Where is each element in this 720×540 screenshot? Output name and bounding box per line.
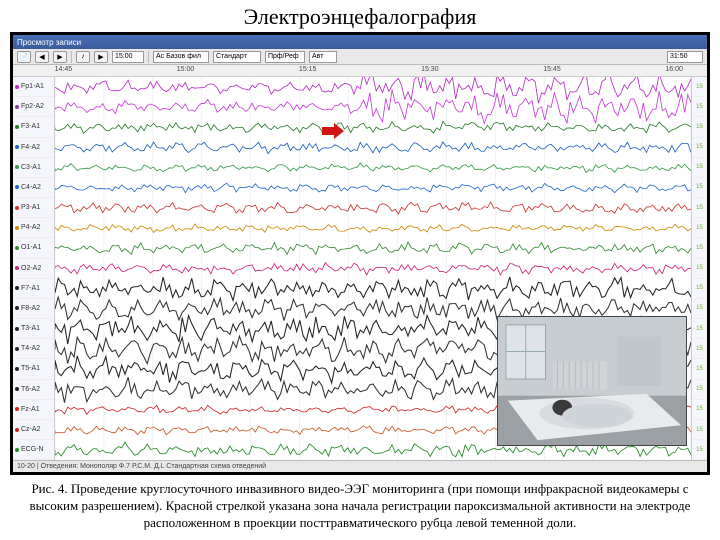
scale-value: 15 <box>692 400 707 420</box>
time-scroll-field[interactable]: 31:50 <box>667 51 703 63</box>
arrow-left-icon[interactable]: ◀ <box>35 51 49 63</box>
waveform-trace <box>55 163 691 173</box>
waveform-trace <box>55 77 691 103</box>
waveform-trace <box>55 224 691 232</box>
figure-caption: Рис. 4. Проведение круглосуточного инваз… <box>0 475 720 540</box>
scale-value: 15 <box>692 198 707 218</box>
ruler-tick: 15:30 <box>421 66 439 73</box>
channel-labels: Fp1-A1Fp2-A2F3-A1F4-A2C3-A1C4-A2P3-A1P4-… <box>13 77 55 460</box>
waveform-trace <box>55 90 691 124</box>
scale-value: 15 <box>692 218 707 238</box>
waveform-trace <box>55 142 691 154</box>
chart-area: Fp1-A1Fp2-A2F3-A1F4-A2C3-A1C4-A2P3-A1P4-… <box>13 77 707 460</box>
waveform-trace <box>55 263 691 275</box>
channel-label[interactable]: T6-A2 <box>13 380 54 400</box>
video-overlay[interactable] <box>497 316 687 446</box>
play-icon[interactable]: ▶ <box>94 51 108 63</box>
toolbar-separator <box>71 51 72 63</box>
waveform-trace <box>55 202 691 214</box>
ref-field[interactable]: Прф/Реф <box>265 51 305 63</box>
scale-value: 15 <box>692 117 707 137</box>
red-arrow-marker <box>322 123 344 139</box>
channel-label[interactable]: F7-A1 <box>13 279 54 299</box>
scale-value: 15 <box>692 77 707 97</box>
file-icon[interactable]: 📄 <box>17 51 31 63</box>
arrow-right-icon[interactable]: ▶ <box>53 51 67 63</box>
scale-value: 15 <box>692 420 707 440</box>
waveform-plot[interactable] <box>55 77 691 460</box>
channel-label[interactable]: Fz-A1 <box>13 400 54 420</box>
channel-label[interactable]: O2-A2 <box>13 259 54 279</box>
scale-value: 15 <box>692 359 707 379</box>
channel-label[interactable]: P4-A2 <box>13 218 54 238</box>
eeg-app-window: Просмотр записи 📄 ◀ ▶ ♪ ▶ 15:00 Ас Базов… <box>13 35 707 472</box>
montage-field[interactable]: Ас Базов фил <box>153 51 209 63</box>
toolbar-separator <box>148 51 149 63</box>
ruler-tick: 15:15 <box>299 66 317 73</box>
scale-value: 15 <box>692 339 707 359</box>
scale-value: 15 <box>692 158 707 178</box>
scale-value: 15 <box>692 380 707 400</box>
channel-label[interactable]: P3-A1 <box>13 198 54 218</box>
ruler-tick: 14:45 <box>55 66 73 73</box>
channel-label[interactable]: T3-A1 <box>13 319 54 339</box>
scale-value: 15 <box>692 440 707 460</box>
channel-label[interactable]: O1-A1 <box>13 238 54 258</box>
ruler-tick: 16:00 <box>665 66 683 73</box>
music-icon[interactable]: ♪ <box>76 51 90 63</box>
time-ruler[interactable]: 14:45 15:00 15:15 15:30 15:45 16:00 <box>13 65 707 77</box>
channel-label[interactable]: Fp2-A2 <box>13 97 54 117</box>
channel-label[interactable]: Cz-A2 <box>13 420 54 440</box>
channel-label[interactable]: F3-A1 <box>13 117 54 137</box>
channel-label[interactable]: T4-A2 <box>13 339 54 359</box>
waveform-trace <box>55 183 691 192</box>
channel-label[interactable]: ECG-N <box>13 440 54 460</box>
scale-value: 15 <box>692 97 707 117</box>
filter-field[interactable]: Стандарт <box>213 51 261 63</box>
channel-label[interactable]: C3-A1 <box>13 158 54 178</box>
speed-field[interactable]: 15:00 <box>112 51 144 63</box>
scale-value: 15 <box>692 138 707 158</box>
waveform-trace <box>55 277 691 301</box>
page-title: Электроэнцефалография <box>0 0 720 32</box>
scale-value: 15 <box>692 299 707 319</box>
scale-value: 15 <box>692 279 707 299</box>
toolbar: 📄 ◀ ▶ ♪ ▶ 15:00 Ас Базов фил Стандарт Пр… <box>13 49 707 65</box>
scale-value: 15 <box>692 319 707 339</box>
window-title-text: Просмотр записи <box>17 38 81 47</box>
scale-value: 15 <box>692 259 707 279</box>
scale-value: 15 <box>692 238 707 258</box>
channel-label[interactable]: T5-A1 <box>13 359 54 379</box>
window-titlebar: Просмотр записи <box>13 35 707 49</box>
channel-scale-column: 15151515151515151515151515151515151515 <box>691 77 707 460</box>
screenshot-frame: Просмотр записи 📄 ◀ ▶ ♪ ▶ 15:00 Ас Базов… <box>10 32 710 475</box>
scale-value: 15 <box>692 178 707 198</box>
ruler-tick: 15:45 <box>543 66 561 73</box>
waveform-trace <box>55 242 691 255</box>
mode-field[interactable]: Авт <box>309 51 337 63</box>
channel-label[interactable]: C4-A2 <box>13 178 54 198</box>
status-bar: 10-20 | Отведения: Монополяр Ф.7 Р.С.М. … <box>13 460 707 472</box>
channel-label[interactable]: Fp1-A1 <box>13 77 54 97</box>
channel-label[interactable]: F4-A2 <box>13 138 54 158</box>
ruler-tick: 15:00 <box>177 66 195 73</box>
channel-label[interactable]: F8-A2 <box>13 299 54 319</box>
